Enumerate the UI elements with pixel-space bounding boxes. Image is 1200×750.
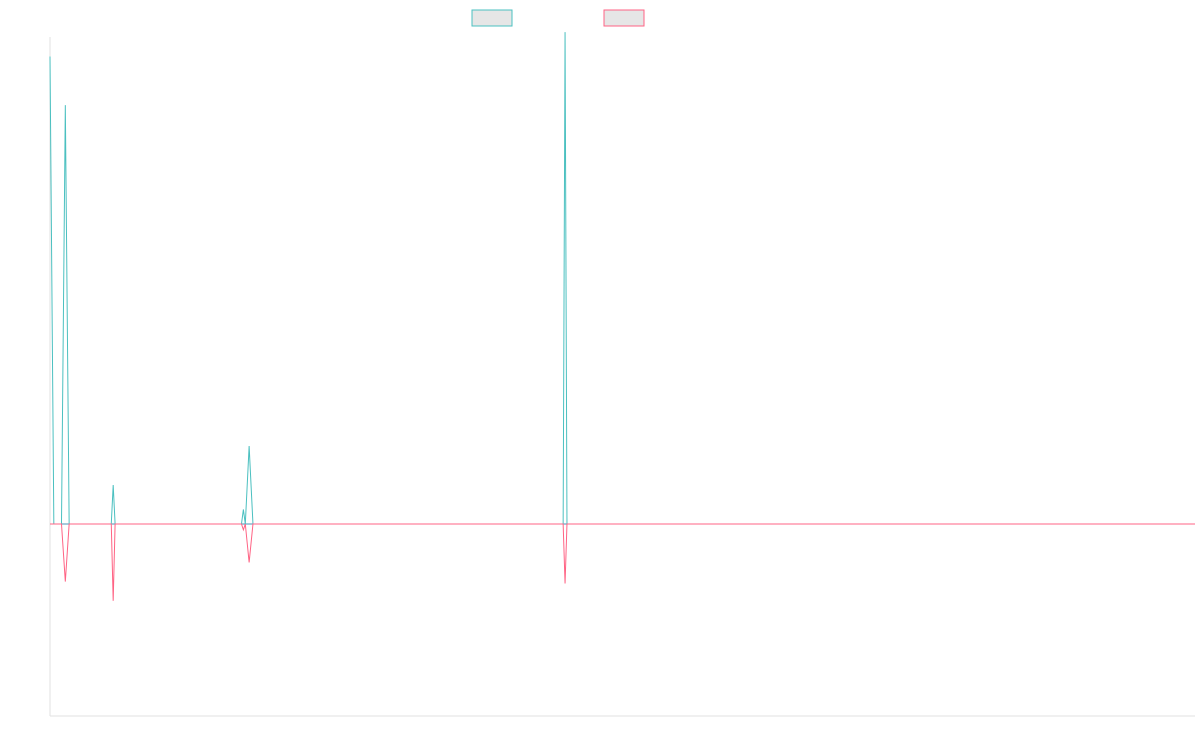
legend-swatch-1: [471, 9, 513, 27]
chart-axes: [49, 37, 1195, 717]
series-line-2: [50, 523, 1195, 601]
legend: [471, 9, 645, 27]
legend-swatch-2: [603, 9, 645, 27]
plot-area: [49, 32, 1195, 601]
series-line-1: [49, 32, 1195, 525]
